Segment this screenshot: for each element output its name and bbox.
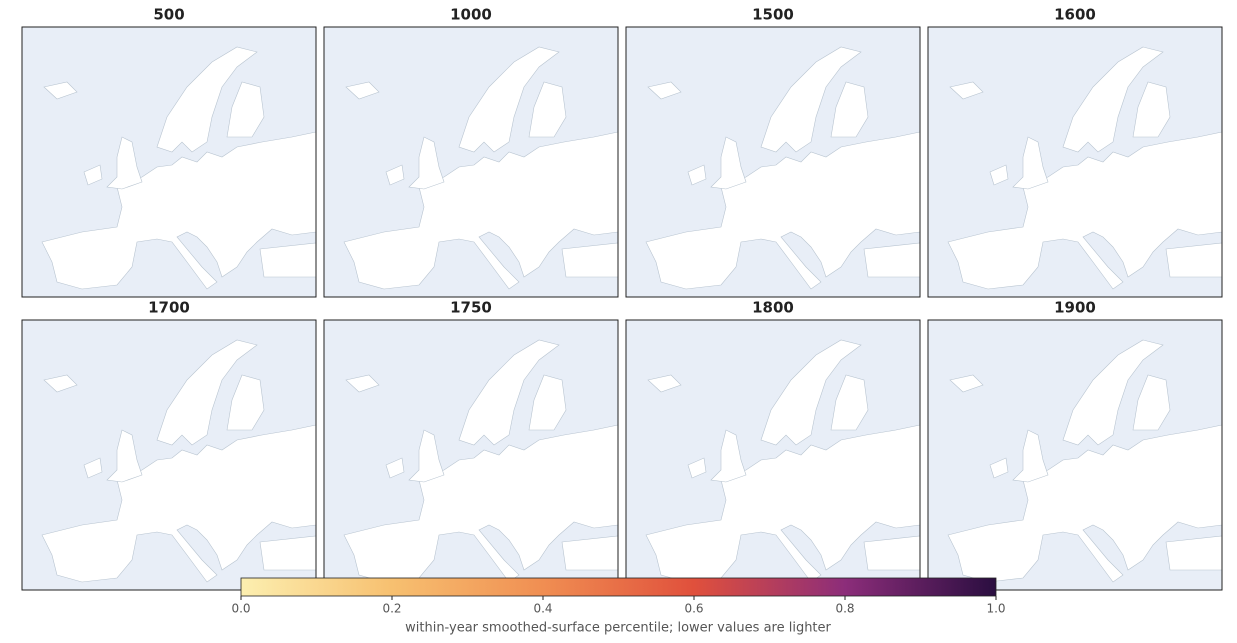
map-panel bbox=[625, 319, 921, 591]
panel-title: 1800 bbox=[752, 299, 794, 317]
panel-title: 1500 bbox=[752, 6, 794, 24]
panel-frame bbox=[21, 26, 317, 298]
colorbar-tick-label: 0.0 bbox=[231, 602, 250, 616]
panel-frame bbox=[927, 26, 1223, 298]
panel-title: 1750 bbox=[450, 299, 492, 317]
colorbar-bar bbox=[240, 577, 997, 597]
colorbar-tick-label: 0.2 bbox=[382, 602, 401, 616]
map-panel bbox=[927, 26, 1223, 298]
panel-title: 1900 bbox=[1054, 299, 1096, 317]
map-panel bbox=[21, 26, 317, 298]
map-panel bbox=[323, 319, 619, 591]
colorbar-tick-label: 1.0 bbox=[986, 602, 1005, 616]
panel-frame bbox=[21, 319, 317, 591]
colorbar-tick-label: 0.6 bbox=[684, 602, 703, 616]
colorbar-label: within-year smoothed-surface percentile;… bbox=[405, 621, 831, 636]
colorbar-tick-label: 0.4 bbox=[533, 602, 552, 616]
map-panel bbox=[927, 319, 1223, 591]
panel-frame bbox=[927, 319, 1223, 591]
panel-frame bbox=[323, 26, 619, 298]
colorbar-tick-label: 0.8 bbox=[835, 602, 854, 616]
panel-title: 1000 bbox=[450, 6, 492, 24]
panel-title: 1600 bbox=[1054, 6, 1096, 24]
colorbar: within-year smoothed-surface percentile;… bbox=[231, 577, 1006, 636]
panel-title: 1700 bbox=[148, 299, 190, 317]
map-panel bbox=[625, 26, 921, 298]
map-panel bbox=[21, 319, 317, 591]
map-panel bbox=[323, 26, 619, 298]
panel-frame bbox=[625, 26, 921, 298]
panels: 500 1000 1500 1600 1700 1750 1800 1900 bbox=[21, 6, 1223, 591]
panel-title: 500 bbox=[153, 6, 184, 24]
